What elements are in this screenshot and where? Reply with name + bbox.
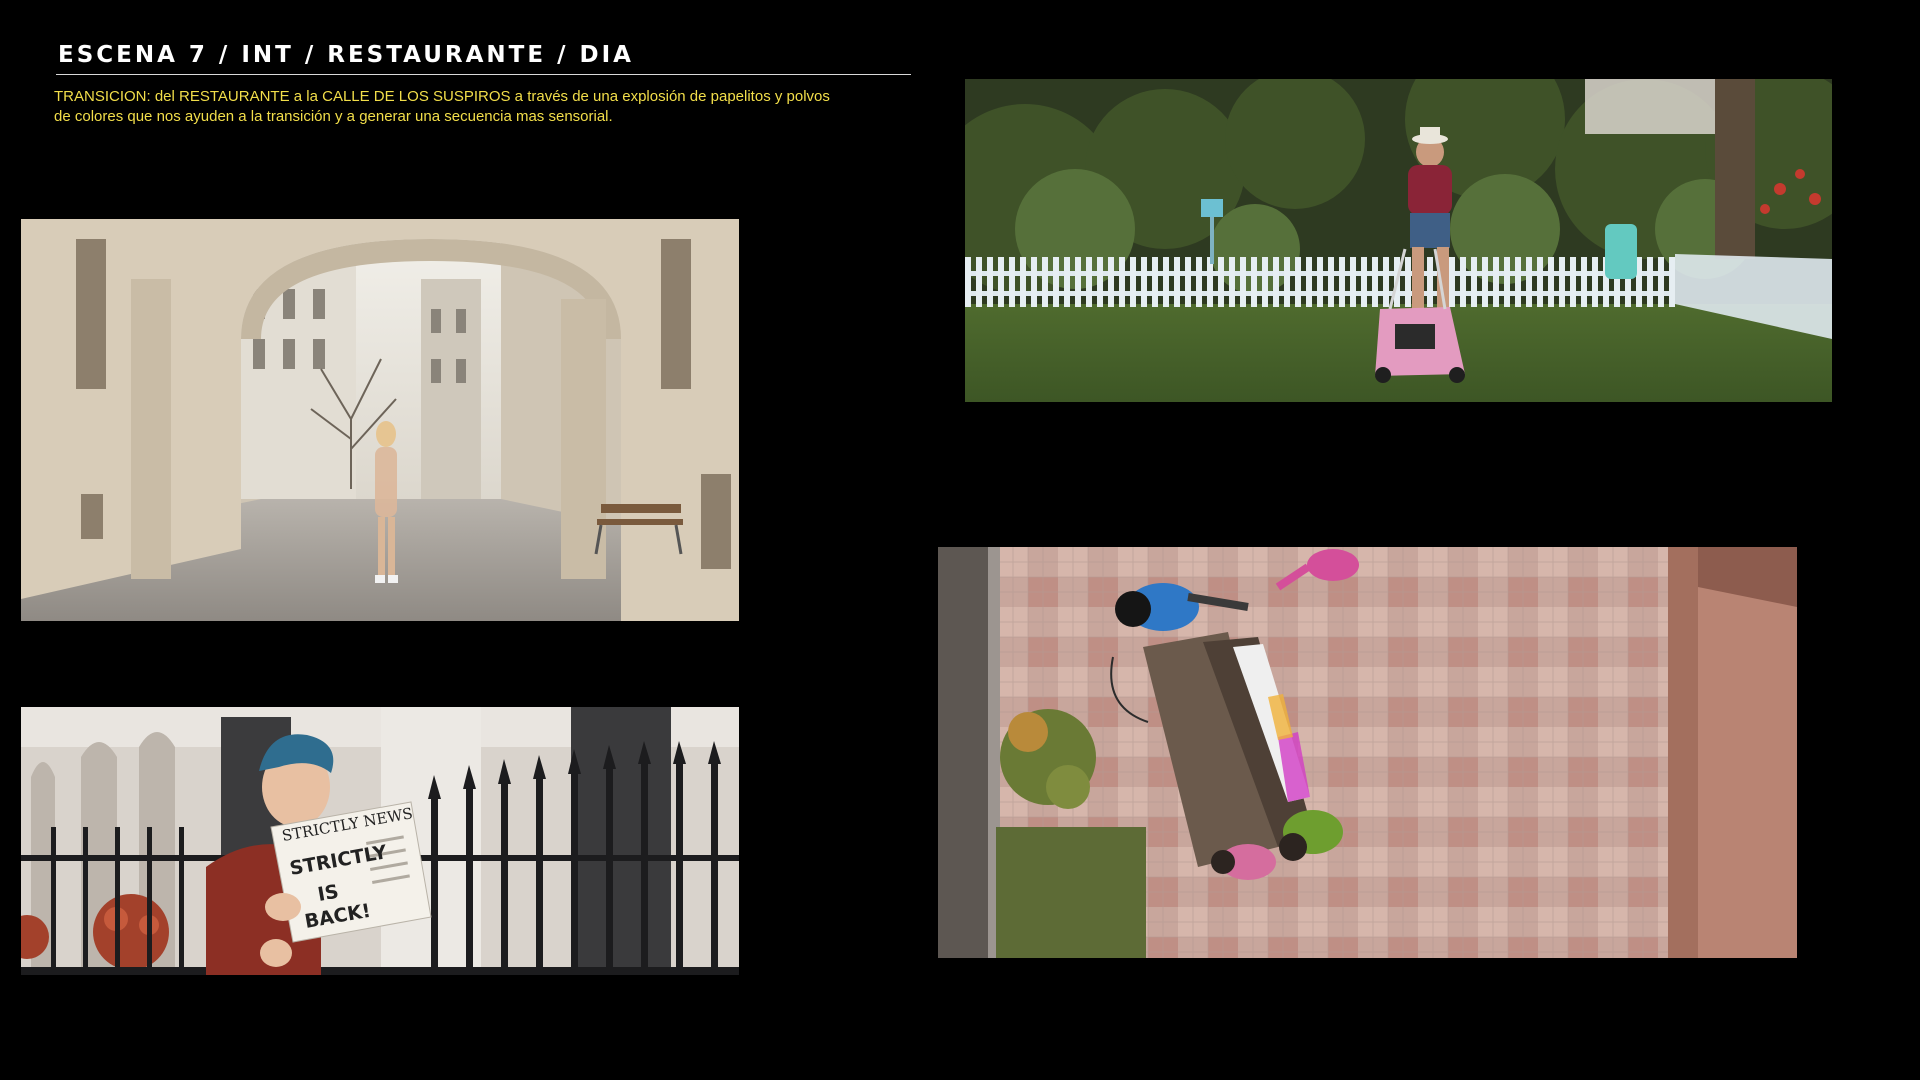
- reference-still-garden-lawnmower: [965, 79, 1832, 402]
- reference-still-street-arch: [21, 219, 739, 621]
- reference-still-newspaper: STRICTLY NEWS STRICTLY IS BACK!: [21, 707, 739, 975]
- reference-still-overhead-piano: [938, 547, 1797, 958]
- scene-title: ESCENA 7 / INT / RESTAURANTE / DIA: [58, 42, 634, 68]
- transition-note: TRANSICION: del RESTAURANTE a la CALLE D…: [54, 88, 830, 125]
- newspaper-headline-line-2: IS: [316, 881, 340, 906]
- title-divider: [56, 74, 911, 75]
